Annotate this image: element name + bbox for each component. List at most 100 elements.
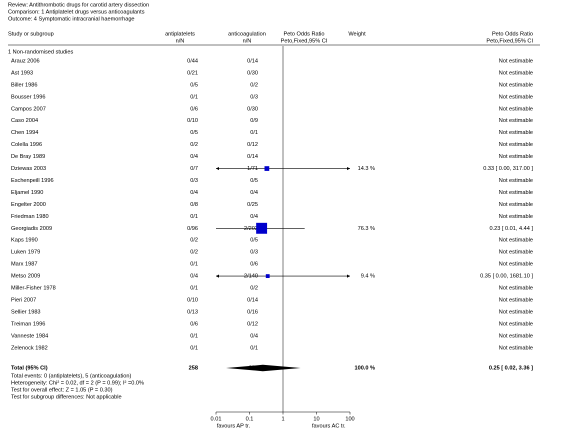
ac-events: 0/5 [250,238,258,244]
ap-events: 0/13 [187,309,198,315]
result: 0.23 [ 0.01, 4.44 ] [489,226,533,232]
study-name: Ast 1993 [11,70,33,76]
col-result: Peto Odds Ratio [492,31,533,37]
ac-events: 0/30 [247,106,258,112]
result: Not estimable [499,94,533,100]
weight: 100.0 % [354,365,375,371]
study-name: Chen 1994 [11,130,38,136]
ac-events: 0/14 [247,58,258,64]
ci-arrow [347,274,350,278]
ac-events: 0/6 [250,262,258,268]
comparison: Comparison: 1 Antiplatelet drugs versus … [8,9,145,15]
ap-events: 0/6 [190,321,198,327]
col-ac-unit: n/N [243,38,252,44]
ap-events: 0/4 [190,274,198,280]
study-name: Friedman 1980 [11,214,49,220]
subgroup: 1 Non-randomised studies [8,49,73,55]
ac-events: 0/9 [250,118,258,124]
result: 0.35 [ 0.00, 1681.10 ] [480,274,533,280]
result: Not estimable [499,262,533,268]
result: Not estimable [499,345,533,351]
result: Not estimable [499,58,533,64]
ap-events: 0/5 [190,130,198,136]
ac-events: 0/14 [247,154,258,160]
study-name: Colella 1996 [11,142,42,148]
ac-events: 0/4 [250,333,258,339]
ap-events: 0/2 [190,250,198,256]
result: Not estimable [499,286,533,292]
favours-right: favours AC tr. [312,423,346,429]
result: Not estimable [499,70,533,76]
ap-events: 0/2 [190,142,198,148]
study-name: Pieri 2007 [11,297,36,303]
study-name: Metso 2009 [11,274,40,280]
ap-events: 0/21 [187,70,198,76]
study-name: Total (95% CI) [11,365,48,371]
study-name: Zelenock 1982 [11,345,48,351]
ac-events: 0/12 [247,321,258,327]
study-name: Sellier 1983 [11,309,41,315]
result: 0.33 [ 0.00, 317.00 ] [483,166,533,172]
tick-label: 100 [345,416,354,422]
result: Not estimable [499,309,533,315]
study-name: Eschenpeill 1996 [11,178,54,184]
ac-events: 0/25 [247,202,258,208]
col-plot: Peto Odds Ratio [283,31,324,37]
result: Not estimable [499,297,533,303]
ac-events: 0/2 [250,286,258,292]
ap-events: 0/96 [187,226,198,232]
ap-events: 0/10 [187,118,198,124]
effect-square [256,222,268,234]
ap-events: 0/4 [190,154,198,160]
ac-events: 0/16 [247,309,258,315]
tick-label: 0.01 [211,416,222,422]
ac-events: 0/1 [250,130,258,136]
result: Not estimable [499,190,533,196]
weight: 76.3 % [358,226,375,232]
result: Not estimable [499,214,533,220]
study-name: Vanneste 1984 [11,333,48,339]
ap-events: 0/5 [190,82,198,88]
col-ac: anticoagulation [228,31,266,37]
outcome: Outcome: 4 Symptomatic intracranial haem… [8,16,135,22]
ap-events: 0/1 [190,214,198,220]
footnote: Test for subgroup differences: Not appli… [11,394,122,400]
effect-square [264,166,270,171]
result: Not estimable [499,118,533,124]
ac-events: 2/140 [244,274,258,280]
ac-events: 1/71 [247,166,258,172]
ci-arrow [347,166,350,171]
ap-events: 0/1 [190,345,198,351]
ac-events: 0/1 [250,345,258,351]
col-result-method: Peto,Fixed,95% CI [486,38,533,44]
ap-events: 0/1 [190,333,198,339]
weight: 9.4 % [361,274,375,280]
result: Not estimable [499,154,533,160]
study-name: Georgiadis 2009 [11,226,52,232]
ap-events: 0/6 [190,106,198,112]
ap-events: 0/2 [190,238,198,244]
study-name: Kaps 1990 [11,238,38,244]
ac-events: 0/4 [250,214,258,220]
col-study: Study or subgroup [8,31,54,37]
study-name: Bousser 1996 [11,94,46,100]
study-name: Dziewas 2003 [11,166,46,172]
col-weight: Weight [348,31,366,37]
study-name: Marx 1987 [11,262,37,268]
ac-events: 0/14 [247,297,258,303]
result: 0.25 [ 0.02, 3.36 ] [489,365,533,371]
result: Not estimable [499,178,533,184]
study-name: Caso 2004 [11,118,38,124]
weight: 14.3 % [358,166,375,172]
ap-events: 0/3 [190,178,198,184]
ap-events: 0/1 [190,262,198,268]
result: Not estimable [499,82,533,88]
ap-events: 0/1 [190,286,198,292]
ac-events: 0/2 [250,82,258,88]
ap-events: 0/44 [187,58,198,64]
tick-label: 0.1 [246,416,254,422]
ac-events: 2/202 [244,226,258,232]
study-name: De Bray 1989 [11,154,45,160]
result: Not estimable [499,106,533,112]
result: Not estimable [499,333,533,339]
